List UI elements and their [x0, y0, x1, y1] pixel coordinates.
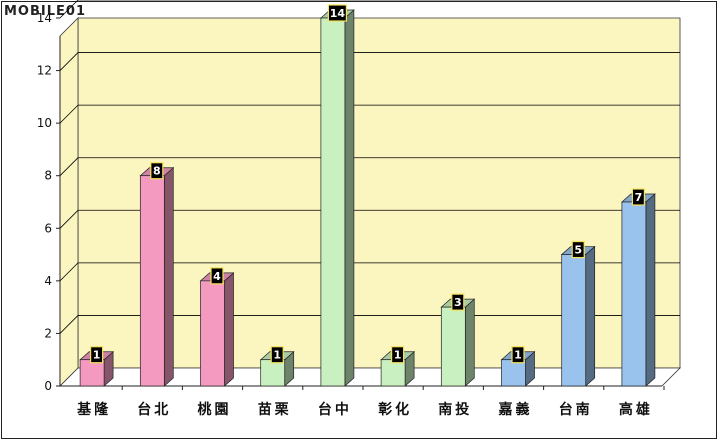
bar-side — [464, 298, 475, 387]
data-label: 14 — [327, 4, 347, 22]
data-label-text: 7 — [635, 191, 643, 204]
data-label-text: 1 — [514, 349, 522, 362]
bar-side — [224, 272, 234, 387]
gridline-side — [59, 0, 79, 19]
bar — [259, 350, 295, 387]
bar-side — [645, 193, 656, 387]
x-tick-label: 台中 — [318, 401, 352, 418]
bar-side — [344, 9, 355, 387]
bar-front — [621, 201, 647, 387]
bar — [500, 350, 536, 387]
data-label-text: 3 — [454, 296, 462, 309]
y-axis-ticks: 0 2 4 6 8 10 12 14 — [37, 11, 60, 393]
gridline-side — [59, 104, 79, 124]
data-label-text: 1 — [273, 349, 281, 362]
gridline-side — [59, 315, 79, 334]
y-tick-label: 4 — [44, 274, 52, 288]
y-tick-label: 12 — [37, 64, 52, 78]
bar — [139, 166, 175, 387]
bar-front — [440, 306, 466, 387]
data-label: 1 — [270, 346, 284, 364]
gridline-side — [59, 52, 79, 71]
data-label-box — [451, 293, 465, 311]
bar-front — [501, 359, 526, 387]
x-tick-label: 台北 — [137, 401, 171, 418]
bar-front — [139, 175, 165, 387]
data-label-text: 1 — [93, 349, 101, 362]
data-label: 7 — [631, 188, 646, 206]
data-label: 4 — [210, 267, 224, 285]
y-tick-label: 8 — [44, 169, 52, 183]
bar-side — [163, 166, 174, 387]
data-labels: 1 8 4 1 14 1 3 1 5 7 — [89, 4, 646, 364]
gridline-side — [59, 157, 79, 176]
bar — [560, 245, 596, 387]
x-tick-label: 彰化 — [378, 401, 412, 418]
x-tick-label: 基隆 — [77, 401, 111, 418]
y-tick-label: 2 — [44, 326, 52, 340]
data-label: 5 — [571, 240, 585, 259]
bar-front — [79, 359, 105, 387]
data-label-box — [270, 346, 284, 364]
watermark-logo: MOBILE01 — [4, 4, 86, 19]
x-axis-ticks: 基隆 台北 桃園 苗栗 台中 彰化 南投 嘉義 台南 高雄 — [77, 386, 665, 418]
data-label-text: 8 — [153, 165, 161, 178]
data-label: 3 — [451, 293, 465, 311]
data-label: 1 — [89, 346, 104, 364]
data-label: 8 — [150, 162, 164, 180]
data-label: 1 — [511, 346, 525, 364]
data-label: 1 — [391, 346, 405, 364]
bar-front — [561, 254, 587, 387]
x-tick-label: 高雄 — [619, 401, 653, 418]
gridlines — [59, 0, 680, 334]
y-tick-label: 10 — [37, 116, 52, 130]
bar — [380, 350, 416, 387]
data-label-text: 1 — [394, 349, 402, 362]
x-tick-label: 苗栗 — [258, 401, 292, 418]
bars — [79, 9, 656, 387]
bar — [79, 350, 115, 387]
bar-front — [200, 280, 225, 387]
data-label-text: 4 — [213, 270, 221, 283]
bar-front — [380, 359, 406, 387]
bar — [199, 272, 235, 387]
y-tick-label: 0 — [44, 379, 52, 393]
data-label-box — [571, 240, 585, 259]
x-tick-label: 嘉義 — [498, 401, 533, 418]
data-label-box — [210, 267, 224, 285]
y-tick-label: 6 — [44, 221, 52, 235]
gridline-side — [59, 262, 79, 282]
y-tick-label: 14 — [37, 11, 52, 25]
data-label-box — [150, 162, 164, 180]
x-tick-label: 南投 — [438, 401, 472, 418]
data-label-text: 14 — [330, 7, 346, 20]
bar-front — [260, 359, 286, 387]
x-tick-label: 桃園 — [198, 401, 232, 418]
bar-front — [320, 17, 346, 387]
gridline-side — [59, 210, 79, 229]
data-label-text: 5 — [574, 244, 582, 257]
bar — [620, 193, 656, 387]
data-label-box — [89, 346, 104, 364]
data-label-box — [631, 188, 646, 206]
data-label-box — [391, 346, 405, 364]
bar — [440, 298, 476, 387]
bar — [319, 9, 355, 387]
data-label-box — [511, 346, 525, 364]
data-label-box — [327, 4, 347, 22]
x-tick-label: 台南 — [559, 401, 593, 418]
bar-side — [585, 245, 596, 387]
